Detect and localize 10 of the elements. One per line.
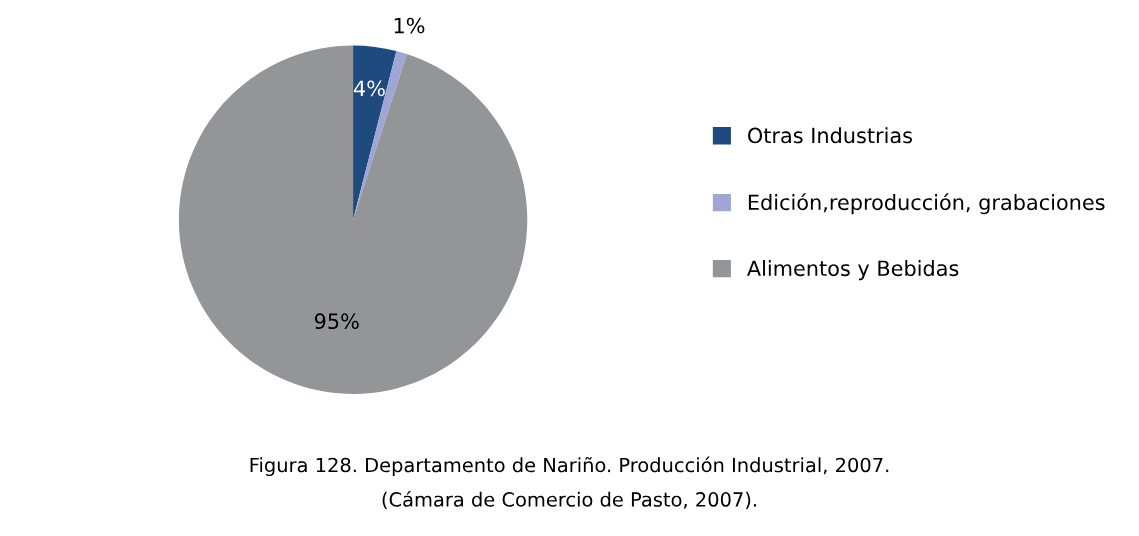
text: Figura 128. Departamento de Nariño. Producción Industrial, 2007. <box>250 456 889 477</box>
legend-label: Otras Industrias <box>748 127 912 144</box>
pie-slice <box>178 45 528 394</box>
data-label: 95% <box>314 313 359 330</box>
pie-slice <box>353 45 397 220</box>
data-label: 4% <box>353 80 385 97</box>
text: (Cámara de Comercio de Pasto, 2007). <box>382 490 756 510</box>
legend-label: Alimentos y Bebidas <box>747 260 959 281</box>
legend-label: Edición,reproducción, grabaciones <box>748 193 1105 215</box>
data-label: 1% <box>394 17 425 34</box>
